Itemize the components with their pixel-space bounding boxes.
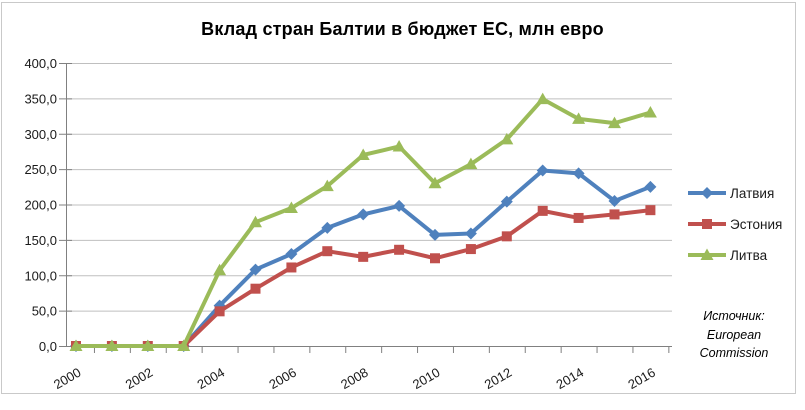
data-point-latvia <box>608 194 621 207</box>
legend-marker-glyph-latvia <box>701 187 713 199</box>
x-tick-label: 2012 <box>482 365 515 392</box>
data-point-lithuania <box>464 157 478 170</box>
x-tick-label: 2006 <box>266 365 299 392</box>
legend-label-latvia: Латвия <box>730 185 775 201</box>
x-tick-label: 2000 <box>51 365 84 392</box>
y-tick-label: 350,0 <box>24 91 57 106</box>
legend-marker-glyph-estonia <box>702 219 712 229</box>
y-tick-label: 150,0 <box>24 233 57 248</box>
data-point-estonia <box>322 246 333 257</box>
legend-item-latvia: Латвия <box>687 185 782 201</box>
data-point-lithuania <box>249 215 262 228</box>
data-point-latvia <box>464 227 477 240</box>
data-point-lithuania <box>213 263 227 276</box>
legend-label-estonia: Эстония <box>730 216 783 232</box>
data-point-lithuania <box>500 132 514 145</box>
x-tick-label: 2014 <box>554 365 587 392</box>
legend-item-estonia: Эстония <box>687 216 783 232</box>
data-point-lithuania <box>428 176 442 189</box>
source-note-line: Commission <box>699 346 769 360</box>
legend-marker-estonia-icon <box>688 219 726 229</box>
y-tick-label: 50,0 <box>32 304 57 319</box>
data-point-lithuania <box>643 106 657 118</box>
series-lithuania <box>69 92 657 351</box>
data-point-estonia <box>214 306 225 317</box>
series-estonia <box>71 205 656 351</box>
y-axis-labels: 0,0 50,0 100,0 150,0 200,0 250,0 300,0 350,0 400… <box>24 56 57 354</box>
data-point-estonia <box>250 283 261 294</box>
source-note: Источник: European Commission <box>689 307 779 363</box>
data-point-lithuania <box>356 148 370 160</box>
y-tick-label: 0,0 <box>39 339 57 354</box>
y-tick-label: 250,0 <box>24 162 57 177</box>
data-point-latvia <box>500 195 513 208</box>
x-tick-label: 2008 <box>338 365 371 392</box>
x-tick-label: 2016 <box>625 365 658 392</box>
x-axis-labels: 2000 2002 2004 2006 2008 2010 2012 2014 2016 <box>51 365 658 392</box>
data-point-estonia <box>573 212 584 223</box>
data-point-estonia <box>286 262 297 273</box>
data-point-latvia <box>285 248 298 261</box>
data-point-latvia <box>249 263 262 276</box>
y-tick-label: 400,0 <box>24 56 57 71</box>
data-point-lithuania <box>572 112 586 124</box>
data-point-estonia <box>465 244 476 255</box>
legend-label-lithuania: Литва <box>730 247 768 263</box>
data-point-lithuania <box>608 116 621 129</box>
data-point-latvia <box>536 164 549 177</box>
series-line-estonia <box>74 208 653 348</box>
data-point-estonia <box>609 209 620 220</box>
x-tick-label: 2002 <box>123 365 156 392</box>
data-point-estonia <box>358 251 369 262</box>
data-point-lithuania <box>320 179 334 192</box>
data-point-estonia <box>430 253 440 264</box>
data-point-latvia <box>572 167 585 180</box>
chart-frame <box>1 2 796 394</box>
data-point-estonia <box>394 244 405 255</box>
legend: Латвия Эстония Литва <box>687 185 783 263</box>
axes <box>59 63 672 353</box>
legend-marker-lithuania-icon <box>688 248 726 260</box>
data-point-estonia <box>645 205 656 216</box>
y-tick-label: 200,0 <box>24 198 57 213</box>
data-point-latvia <box>429 228 441 241</box>
legend-marker-latvia-icon <box>688 187 726 199</box>
x-tick-label: 2004 <box>195 365 228 392</box>
data-point-lithuania <box>141 339 155 351</box>
data-point-latvia <box>321 221 334 234</box>
data-point-lithuania <box>284 201 298 214</box>
series-line-lithuania <box>74 97 653 348</box>
data-point-lithuania <box>177 339 191 351</box>
data-point-lithuania <box>392 139 406 152</box>
y-tick-label: 300,0 <box>24 127 57 142</box>
y-tick-label: 100,0 <box>24 268 57 283</box>
chart-title: Вклад стран Балтии в бюджет ЕС, млн евро <box>201 19 604 39</box>
data-point-estonia <box>537 205 548 216</box>
data-point-lithuania <box>69 339 83 351</box>
source-note-line: Источник: <box>703 309 765 323</box>
gridlines <box>66 63 672 312</box>
x-tick-label: 2010 <box>410 365 443 392</box>
data-point-lithuania <box>105 339 119 351</box>
data-point-estonia <box>501 231 512 242</box>
data-point-latvia <box>393 199 406 212</box>
data-point-latvia <box>357 208 370 221</box>
source-note-line: European <box>706 327 762 342</box>
legend-item-lithuania: Литва <box>687 247 782 263</box>
data-point-lithuania <box>536 92 550 105</box>
legend-marker-glyph-lithuania <box>700 248 714 260</box>
data-point-latvia <box>644 180 657 193</box>
